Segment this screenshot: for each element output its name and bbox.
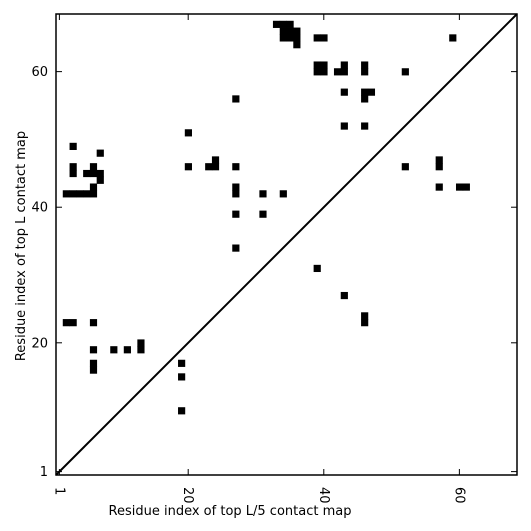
contact-point	[69, 142, 77, 150]
contact-point	[455, 183, 464, 191]
contact-point	[313, 264, 321, 273]
contact-point	[293, 41, 301, 49]
contact-point	[320, 61, 328, 69]
contact-point	[361, 88, 369, 96]
contact-point	[76, 190, 84, 198]
contact-point	[89, 319, 98, 327]
contact-point	[232, 190, 240, 198]
contact-point	[211, 156, 220, 164]
contact-point	[69, 163, 77, 171]
y-tick-label: 1	[40, 465, 48, 480]
contact-point	[401, 163, 409, 171]
contact-point	[178, 359, 186, 367]
contact-point	[89, 163, 98, 171]
contact-point	[69, 169, 77, 178]
contact-point	[62, 319, 70, 327]
axis-ticks: 1 20 40 60 1 20 40 60	[31, 14, 517, 504]
contact-point	[89, 346, 98, 354]
contact-point	[89, 169, 98, 178]
plot-frame	[55, 13, 518, 476]
x-tick-label: 1	[51, 487, 66, 495]
contact-point	[340, 61, 348, 69]
contact-point	[313, 61, 321, 69]
contact-point	[293, 34, 301, 42]
contact-point	[279, 34, 287, 42]
contact-point	[279, 20, 287, 28]
contact-point	[449, 34, 457, 42]
y-tick-label: 60	[31, 65, 48, 80]
contact-point	[286, 34, 294, 42]
contact-point	[361, 68, 369, 76]
x-tick-label: 60	[451, 487, 466, 504]
contact-point	[435, 183, 443, 191]
contact-point	[137, 339, 145, 347]
contact-point	[62, 190, 70, 198]
contact-point	[232, 163, 240, 171]
contact-point	[333, 68, 342, 76]
contact-point	[340, 68, 348, 76]
x-tick-label: 40	[316, 487, 331, 504]
contact-point	[279, 190, 287, 198]
contact-point	[320, 34, 328, 42]
contact-point	[435, 156, 443, 164]
contact-point	[272, 20, 281, 28]
x-axis-label: Residue index of top L/5 contact map	[109, 504, 352, 519]
contact-point	[313, 34, 321, 42]
contact-point	[83, 190, 91, 198]
contact-point	[286, 20, 294, 28]
contact-point	[178, 373, 186, 381]
contact-point	[96, 176, 104, 184]
contact-point	[340, 122, 348, 130]
contact-point	[110, 346, 118, 354]
contact-point	[205, 163, 213, 171]
contact-point	[69, 319, 77, 327]
contact-point	[340, 88, 348, 96]
contact-point	[83, 169, 91, 178]
y-axis-label: Residue index of top L contact map	[14, 131, 29, 361]
y-tick-label: 40	[31, 201, 48, 216]
y-tick-label: 20	[31, 336, 48, 351]
contact-point	[178, 407, 186, 415]
x-tick-label: 20	[180, 487, 195, 504]
contact-point	[259, 190, 267, 198]
contact-point	[232, 244, 240, 252]
contact-point	[89, 183, 98, 191]
contact-point	[361, 61, 369, 69]
contact-point	[361, 319, 369, 327]
contact-point	[462, 183, 470, 191]
contact-point	[96, 169, 104, 178]
contact-point	[313, 68, 321, 76]
contact-point	[320, 68, 328, 76]
contact-point	[89, 190, 98, 198]
contact-point	[367, 88, 376, 96]
contact-point	[232, 183, 240, 191]
contact-point	[279, 27, 287, 35]
contact-point	[401, 68, 409, 76]
contact-point	[361, 312, 369, 320]
contact-point	[69, 190, 77, 198]
contact-point	[89, 359, 98, 367]
contact-point	[232, 95, 240, 103]
contact-point	[361, 122, 369, 130]
contact-point	[211, 163, 220, 171]
contact-point	[89, 366, 98, 374]
contact-point	[123, 346, 131, 354]
contact-point	[361, 95, 369, 103]
contact-point	[259, 210, 267, 218]
contact-point	[184, 129, 192, 137]
data-marks	[62, 20, 470, 415]
contact-point	[96, 149, 104, 157]
contact-point	[340, 291, 348, 300]
diagonal-line	[55, 13, 518, 476]
contact-point	[293, 27, 301, 35]
contact-point	[435, 163, 443, 171]
contact-point	[232, 210, 240, 218]
contact-point	[184, 163, 192, 171]
contact-point	[137, 346, 145, 354]
contact-point	[286, 27, 294, 35]
